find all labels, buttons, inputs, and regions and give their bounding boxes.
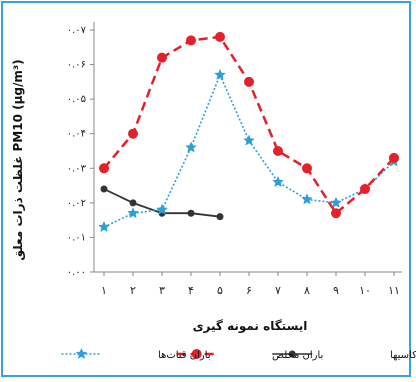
data-point: [273, 146, 283, 156]
data-point: [156, 203, 168, 215]
x-tick-label: ۹: [333, 284, 339, 297]
legend-swatch-marker: [288, 350, 296, 358]
y-tick-label: ۰.۰۰: [67, 267, 86, 278]
series-3: [100, 185, 224, 221]
chart-frame: [1, 1, 411, 377]
data-point: [186, 35, 196, 46]
data-point: [331, 208, 341, 219]
series-line: [103, 35, 395, 216]
series-2: [99, 31, 399, 219]
legend: باران قهوه کاسیها باران محلص باران قنات‌ها: [61, 347, 416, 361]
y-axis-label: غلظت ذرات معلق PM10 (μg/m³): [11, 59, 25, 260]
data-point: [330, 196, 342, 208]
legend-item: باران قهوه کاسیها: [272, 350, 416, 361]
data-point: [99, 163, 109, 174]
legend-item: باران قنات‌ها: [61, 347, 211, 361]
x-tick-label: ۱۰: [359, 284, 371, 297]
x-tick-label: ۷: [275, 284, 281, 297]
series-line: [103, 72, 395, 228]
legend-label: باران محلص: [272, 350, 323, 361]
y-tick-label: ۰.۰۳: [67, 163, 87, 174]
data-point: [157, 52, 167, 63]
y-tick-label: ۰.۰۱: [67, 232, 86, 243]
data-point: [185, 141, 197, 153]
data-point: [360, 184, 370, 195]
data-point: [272, 175, 284, 188]
legend-label: باران قهوه کاسیها: [390, 350, 416, 361]
data-point: [215, 31, 225, 42]
x-tick-label: ۵: [217, 284, 223, 297]
x-tick-label: ۲: [130, 284, 136, 297]
data-point: [98, 220, 110, 233]
data-point: [127, 207, 139, 219]
y-tick-label: ۰.۰۵: [67, 94, 86, 105]
data-point: [302, 163, 312, 174]
legend-item: باران محلص: [176, 349, 323, 361]
x-tick-label: ۱: [101, 284, 107, 297]
data-point: [129, 199, 137, 207]
x-tick-label: ۶: [246, 284, 252, 297]
y-tick-label: ۰.۰۶: [67, 60, 86, 71]
y-axis: ۰.۰۰ ۰.۰۱ ۰.۰۲ ۰.۰۳ ۰.۰۴ ۰.۰۵ ۰.۰۶ ۰.۰۷: [67, 22, 95, 278]
legend-swatch-marker: [75, 347, 88, 359]
data-point: [214, 68, 226, 80]
y-tick-label: ۰.۰۷: [67, 25, 87, 36]
legend-label: باران قنات‌ها: [158, 350, 211, 361]
series-layer: [98, 31, 400, 233]
x-tick-label: ۸: [304, 284, 310, 297]
y-tick-label: ۰.۰۴: [67, 129, 86, 140]
data-point: [243, 134, 255, 146]
data-point: [100, 185, 108, 193]
x-tick-label: ۳: [159, 284, 165, 297]
x-axis: ۱ ۲ ۳ ۴ ۵ ۶ ۷ ۸ ۹ ۱۰ ۱۱: [94, 271, 402, 297]
y-tick-label: ۰.۰۲: [67, 198, 86, 209]
x-tick-label: ۴: [188, 284, 194, 297]
data-point: [389, 152, 399, 163]
data-point: [187, 209, 195, 217]
data-point: [128, 128, 138, 139]
legend-swatch-marker: [191, 349, 202, 359]
data-point: [244, 76, 254, 87]
x-axis-label: ایستگاه نمونه گیری: [193, 319, 308, 334]
data-point: [216, 213, 224, 221]
x-tick-label: ۱۱: [388, 284, 400, 297]
data-point: [301, 193, 313, 205]
